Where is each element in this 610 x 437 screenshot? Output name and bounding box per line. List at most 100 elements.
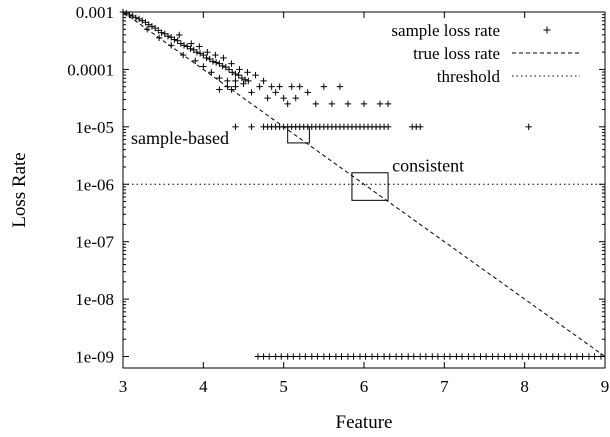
sample-point: [398, 353, 405, 360]
sample-point: [320, 83, 328, 90]
sample-point: [190, 46, 197, 54]
sample-point: [417, 353, 424, 360]
y-tick-label: 1e-05: [75, 118, 114, 137]
y-axis-ticks: 0.001 0.0001 1e-05 1e-06 1e-07 1e-08 1e-09: [67, 3, 605, 367]
sample-point: [470, 353, 478, 360]
sample-point: [446, 353, 454, 360]
y-tick-label: 0.0001: [67, 60, 114, 79]
sample-point: [174, 37, 181, 44]
sample-point: [254, 353, 262, 360]
sample-point: [336, 83, 344, 90]
sample-point: [356, 353, 364, 360]
sample-point: [229, 69, 236, 76]
sample-point: [248, 123, 255, 131]
x-axis-label: Feature: [336, 412, 393, 433]
sample-point: [177, 40, 185, 47]
sample-point: [417, 123, 424, 131]
sample-point: [200, 51, 207, 59]
sample-point: [200, 63, 207, 70]
sample-point: [224, 83, 231, 90]
sample-point: [192, 57, 199, 65]
sample-point: [244, 69, 251, 76]
sample-point: [171, 36, 178, 43]
sample-point: [203, 54, 210, 62]
sample-point: [176, 31, 183, 39]
sample-point: [292, 94, 299, 102]
sample-point: [338, 353, 345, 360]
sample-point: [252, 71, 259, 79]
sample-point: [232, 83, 239, 90]
sample-point: [256, 83, 263, 90]
sample-point: [272, 89, 279, 96]
sample-point: [441, 353, 448, 360]
sample-point: [404, 353, 412, 360]
sample-point: [591, 353, 598, 360]
sample-point: [308, 353, 315, 360]
sample-point: [196, 50, 204, 57]
sample-point: [376, 100, 384, 108]
sample-point: [241, 76, 249, 83]
sample-point: [304, 89, 311, 96]
sample-point: [549, 353, 556, 360]
sample-point: [344, 353, 352, 360]
sample-point: [465, 353, 472, 360]
x-tick-label: 4: [199, 377, 208, 396]
sample-point: [204, 48, 211, 56]
sample-point: [168, 34, 175, 41]
legend-label: true loss rate: [413, 44, 500, 63]
sample-point: [236, 66, 243, 73]
sample-point: [206, 55, 213, 63]
sample-point: [326, 353, 333, 360]
sample-point: [410, 353, 418, 360]
sample-point: [429, 353, 436, 360]
sample-point: [188, 40, 195, 47]
sample-point: [119, 8, 127, 16]
sample-point: [350, 353, 357, 360]
y-tick-label: 1e-07: [75, 233, 114, 252]
sample-point: [235, 71, 242, 79]
sample-point: [142, 19, 149, 26]
sample-point: [374, 353, 381, 360]
y-tick-label: 0.001: [76, 3, 114, 22]
sample-point: [290, 353, 297, 360]
sample-point: [245, 77, 252, 85]
sample-point: [573, 353, 581, 360]
sample-point: [384, 100, 392, 108]
sample-point: [228, 86, 235, 93]
sample-point: [278, 353, 285, 360]
sample-point: [525, 123, 532, 131]
sample-point: [240, 80, 247, 87]
sample-point: [332, 353, 340, 360]
sample-point: [507, 353, 514, 360]
sample-point: [208, 69, 215, 76]
sample-point: [212, 59, 220, 66]
sample-point: [585, 353, 593, 360]
sample-point: [232, 77, 239, 85]
sample-point: [232, 70, 239, 78]
sample-point: [216, 60, 223, 67]
sample-point: [543, 353, 550, 360]
sample-point: [302, 353, 309, 360]
sample-point: [519, 353, 526, 360]
sample-point: [232, 123, 239, 131]
sample-point: [320, 353, 328, 360]
sample-point: [280, 94, 287, 102]
sample-point: [489, 353, 496, 360]
sample-point: [219, 62, 226, 70]
sample-point: [193, 48, 201, 56]
sample-point: [284, 100, 291, 108]
sample-point: [187, 45, 194, 52]
sample-points: [119, 8, 605, 360]
sample-point: [392, 353, 400, 360]
sample-point: [184, 43, 191, 50]
x-tick-label: 5: [279, 377, 288, 396]
sample-point: [501, 353, 508, 360]
sample-point: [148, 23, 156, 30]
sample-point: [525, 353, 532, 360]
sample-point: [579, 353, 586, 360]
sample-point: [216, 86, 223, 93]
sample-point: [482, 353, 490, 360]
legend-marker-plus: [543, 26, 551, 34]
sample-point: [597, 353, 605, 360]
